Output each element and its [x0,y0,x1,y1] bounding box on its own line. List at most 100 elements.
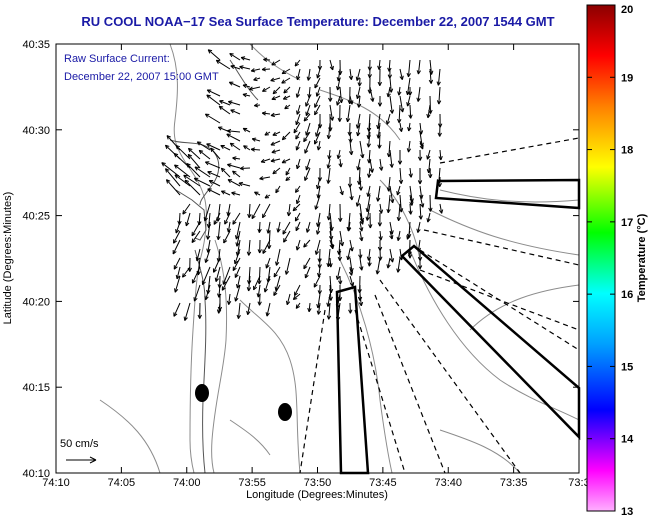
temperature-colorbar: 20 19 18 17 16 15 14 13 Temperature (°C) [586,4,648,518]
current-vector [386,257,391,269]
current-vector [346,248,351,261]
current-vector [426,149,431,160]
current-vector [366,185,371,197]
y-tick-label: 40:30 [22,125,50,137]
current-vector [259,176,271,181]
current-vector [303,257,311,270]
current-vector [242,83,251,89]
y-tick-label: 40:15 [22,382,50,394]
current-vector [338,203,343,222]
current-vector [242,127,251,133]
current-vector [428,167,433,179]
current-vector [206,94,221,106]
current-vector [378,158,384,171]
current-vector [264,194,271,199]
current-vector [303,113,311,122]
current-vector [292,203,301,212]
current-vector [216,221,221,241]
current-vector [348,140,354,156]
current-vector [185,212,191,227]
current-vector [316,140,322,151]
current-vector [246,275,252,292]
current-vector [194,166,211,178]
colorbar-tick-label: 20 [621,4,633,16]
current-vector [355,194,361,207]
current-vector [227,163,241,169]
current-vector [232,212,241,225]
current-vector [273,284,281,296]
current-vector [407,248,413,259]
current-vector [367,167,372,178]
current-vector [250,68,261,73]
current-vector [314,239,321,255]
current-vector [316,266,322,278]
current-vector [222,266,231,285]
current-vector [216,302,222,314]
current-vector [338,158,343,168]
current-vector [235,230,241,247]
current-vector [396,257,401,273]
current-vector [348,68,354,80]
current-vector [165,179,181,196]
current-vector [305,95,311,107]
current-vector [386,194,391,214]
current-vector [230,64,241,70]
current-vector [304,266,311,279]
current-vector [367,68,372,79]
surface-current-vectors [161,49,444,321]
x-axis-ticks: 74:10 74:05 74:00 73:55 73:50 73:45 73:40 73:35… [42,44,590,489]
current-vector [272,131,281,136]
current-vector [232,156,241,161]
current-vector [232,257,241,272]
current-vector [326,167,331,184]
current-vector [359,221,364,232]
current-vector [304,140,311,154]
current-vector [339,86,344,104]
current-vector [377,212,383,227]
current-vector [316,68,321,79]
current-vector [212,257,221,273]
current-vector [295,302,301,309]
current-vector [349,185,354,201]
current-vector [248,86,261,91]
current-vector [357,77,362,87]
radial-lines [299,137,580,474]
current-vector [407,122,412,132]
current-vector [204,113,221,124]
current-vector [365,203,371,221]
current-vector [197,302,202,319]
colorbar-tick-label: 14 [621,434,634,446]
current-vector [398,122,404,132]
current-vector [327,149,332,160]
current-vector [247,203,252,218]
colorbar-tick-label: 18 [621,145,633,157]
x-tick-label: 73:50 [304,477,332,489]
vector-scale-label: 50 cm/s [60,438,99,450]
marker-dot-east [278,403,292,421]
current-vector [187,153,201,169]
current-vector [204,161,221,169]
current-vector [173,230,181,244]
current-vector [275,248,281,266]
current-vector [182,266,191,278]
current-vector [201,266,211,286]
current-vector [408,167,413,178]
current-vector [270,140,281,146]
current-vector [213,212,221,225]
current-vector [193,177,211,187]
current-vector [436,86,442,105]
current-vector [210,147,221,160]
current-vector [336,95,341,106]
current-vector [296,68,301,81]
current-vector [337,104,342,122]
current-vector [389,185,395,204]
current-vector [250,147,261,152]
current-vector [305,221,311,233]
current-vector [359,212,365,225]
current-vector [266,221,271,234]
current-vector [186,163,201,178]
current-vector [349,239,354,252]
current-vector [293,122,301,134]
x-tick-label: 73:45 [369,477,397,489]
current-vector [284,104,291,110]
